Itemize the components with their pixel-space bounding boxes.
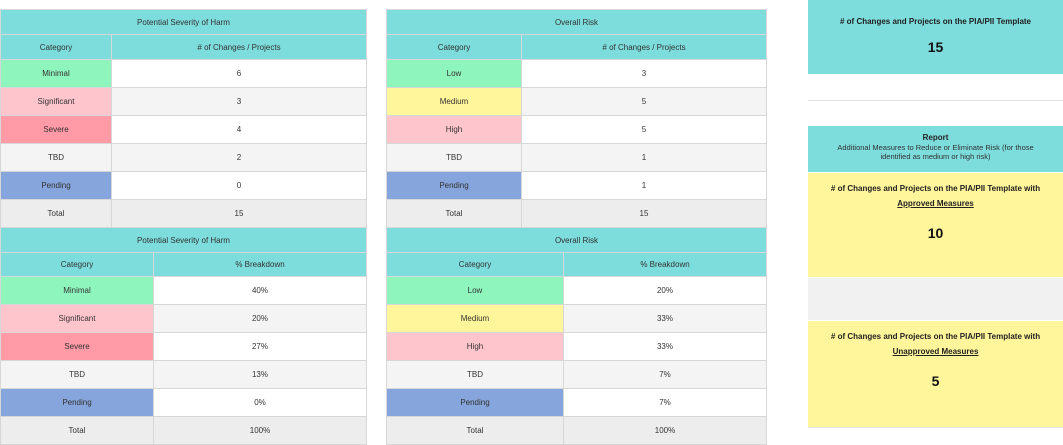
risk-count-table: Overall Risk Category # of Changes / Pro… xyxy=(386,9,767,228)
total-value[interactable]: 15 xyxy=(521,199,767,228)
value-cell[interactable]: 7% xyxy=(563,388,767,417)
category-cell[interactable]: Minimal xyxy=(0,276,154,305)
severity-percent-table: Potential Severity of Harm Category % Br… xyxy=(0,227,367,445)
value-cell[interactable]: 5 xyxy=(521,87,767,116)
total-summary-panel[interactable]: # of Changes and Projects on the PIA/PII… xyxy=(808,0,1063,74)
total-label[interactable]: Total xyxy=(386,199,522,228)
total-label[interactable]: Total xyxy=(386,416,564,445)
value-cell[interactable]: 40% xyxy=(153,276,367,305)
value-cell[interactable]: 20% xyxy=(153,304,367,333)
category-cell[interactable]: Pending xyxy=(0,171,112,200)
spacer-panel xyxy=(808,278,1063,320)
value-cell[interactable]: 20% xyxy=(563,276,767,305)
category-cell[interactable]: Severe xyxy=(0,115,112,144)
category-cell[interactable]: TBD xyxy=(0,360,154,389)
category-cell[interactable]: Significant xyxy=(0,87,112,116)
unapproved-title: # of Changes and Projects on the PIA/PII… xyxy=(830,332,1041,341)
summary-title: # of Changes and Projects on the PIA/PII… xyxy=(840,17,1031,26)
category-cell[interactable]: Pending xyxy=(386,388,564,417)
column-header-count: # of Changes / Projects xyxy=(521,34,767,60)
table-title: Potential Severity of Harm xyxy=(0,9,367,35)
value-cell[interactable]: 6 xyxy=(111,59,367,88)
table-title: Overall Risk xyxy=(386,9,767,35)
value-cell[interactable]: 3 xyxy=(521,59,767,88)
value-cell[interactable]: 3 xyxy=(111,87,367,116)
category-cell[interactable]: High xyxy=(386,332,564,361)
approved-measures-link[interactable]: Approved Measures xyxy=(897,199,974,208)
category-cell[interactable]: TBD xyxy=(386,360,564,389)
value-cell[interactable]: 27% xyxy=(153,332,367,361)
category-cell[interactable]: Pending xyxy=(386,171,522,200)
approved-title: # of Changes and Projects on the PIA/PII… xyxy=(830,184,1041,193)
column-header-percent: % Breakdown xyxy=(563,252,767,277)
value-cell[interactable]: 2 xyxy=(111,143,367,172)
category-cell[interactable]: TBD xyxy=(0,143,112,172)
summary-count: 15 xyxy=(927,39,944,55)
column-header-category: Category xyxy=(386,34,522,60)
value-cell[interactable]: 0% xyxy=(153,388,367,417)
risk-percent-table: Overall Risk Category % Breakdown Low 20%… xyxy=(386,227,767,445)
unapproved-measures-link[interactable]: Unapproved Measures xyxy=(892,347,979,356)
total-label[interactable]: Total xyxy=(0,199,112,228)
category-cell[interactable]: Medium xyxy=(386,87,522,116)
value-cell[interactable]: 1 xyxy=(521,143,767,172)
report-header: Report Additional Measures to Reduce or … xyxy=(808,126,1063,172)
category-cell[interactable]: High xyxy=(386,115,522,144)
table-title: Potential Severity of Harm xyxy=(0,227,367,253)
value-cell[interactable]: 4 xyxy=(111,115,367,144)
value-cell[interactable]: 33% xyxy=(563,304,767,333)
value-cell[interactable]: 13% xyxy=(153,360,367,389)
total-value[interactable]: 15 xyxy=(111,199,367,228)
category-cell[interactable]: Low xyxy=(386,59,522,88)
value-cell[interactable]: 0 xyxy=(111,171,367,200)
total-value[interactable]: 100% xyxy=(153,416,367,445)
column-header-percent: % Breakdown xyxy=(153,252,367,277)
unapproved-count: 5 xyxy=(931,373,940,389)
report-title: Report xyxy=(922,133,949,142)
approved-count: 10 xyxy=(927,225,944,241)
category-cell[interactable]: Significant xyxy=(0,304,154,333)
column-header-count: # of Changes / Projects xyxy=(111,34,367,60)
approved-measures-panel[interactable]: # of Changes and Projects on the PIA/PII… xyxy=(808,173,1063,277)
category-cell[interactable]: TBD xyxy=(386,143,522,172)
total-label[interactable]: Total xyxy=(0,416,154,445)
category-cell[interactable]: Medium xyxy=(386,304,564,333)
total-value[interactable]: 100% xyxy=(563,416,767,445)
column-header-category: Category xyxy=(386,252,564,277)
report-subtitle-line2: identified as medium or high risk) xyxy=(880,152,991,161)
report-subtitle-line1: Additional Measures to Reduce or Elimina… xyxy=(837,143,1034,152)
category-cell[interactable]: Minimal xyxy=(0,59,112,88)
category-cell[interactable]: Severe xyxy=(0,332,154,361)
divider xyxy=(808,100,1063,101)
table-title: Overall Risk xyxy=(386,227,767,253)
column-header-category: Category xyxy=(0,34,112,60)
value-cell[interactable]: 7% xyxy=(563,360,767,389)
divider xyxy=(808,427,1063,428)
value-cell[interactable]: 33% xyxy=(563,332,767,361)
unapproved-measures-panel[interactable]: # of Changes and Projects on the PIA/PII… xyxy=(808,321,1063,427)
category-cell[interactable]: Low xyxy=(386,276,564,305)
column-header-category: Category xyxy=(0,252,154,277)
severity-count-table: Potential Severity of Harm Category # of… xyxy=(0,9,367,228)
category-cell[interactable]: Pending xyxy=(0,388,154,417)
value-cell[interactable]: 1 xyxy=(521,171,767,200)
value-cell[interactable]: 5 xyxy=(521,115,767,144)
